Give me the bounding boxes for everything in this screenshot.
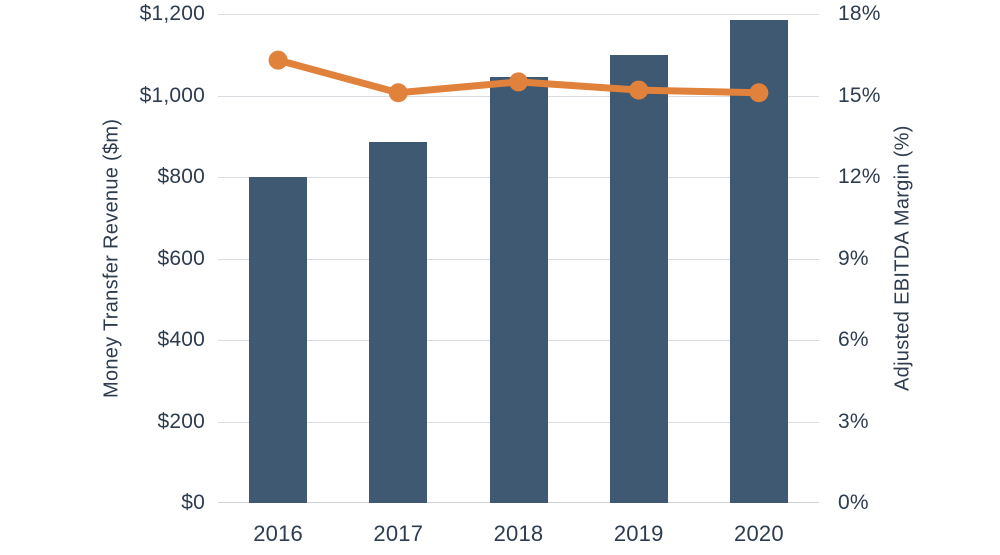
- x-axis-label-2020: 2020: [734, 521, 784, 546]
- x-axis-label-2017: 2017: [373, 521, 424, 546]
- x-axis-labels: 2016 2017 2018 2019 2020: [218, 521, 819, 551]
- right-axis-tick: 6%: [838, 328, 869, 351]
- left-axis-tick: $400: [157, 328, 205, 351]
- left-axis-tick: $600: [157, 246, 205, 270]
- right-axis-tick: 18%: [838, 2, 881, 25]
- left-axis-tick: $1,000: [139, 83, 205, 107]
- line-marker-2017: [388, 83, 408, 103]
- right-axis-tick: 15%: [838, 83, 881, 107]
- line-series: [268, 50, 769, 103]
- right-axis-tick: 12%: [838, 165, 881, 188]
- left-axis-tick: $0: [181, 491, 205, 514]
- left-axis-tick: $800: [157, 165, 205, 188]
- x-axis-label-2018: 2018: [493, 521, 544, 546]
- line-marker-2016: [268, 50, 288, 70]
- bar-2019: [609, 54, 668, 503]
- plot-area: [218, 14, 819, 503]
- bar-2017: [369, 142, 428, 503]
- right-axis-tick: 3%: [838, 409, 869, 433]
- x-axis-label-2016: 2016: [253, 521, 303, 546]
- right-axis-tick: 0%: [838, 491, 869, 514]
- line-marker-2019: [629, 80, 649, 100]
- line-marker-2020: [749, 83, 769, 103]
- left-axis-ticks: $0 $200 $400 $600 $800 $1,000 $1,200: [0, 2, 205, 514]
- bar-2016: [249, 177, 308, 503]
- left-axis-tick: $200: [157, 409, 205, 433]
- left-axis-tick: $1,200: [139, 2, 205, 25]
- gridline: [218, 14, 819, 15]
- bar-2018: [489, 77, 548, 503]
- line-marker-2018: [509, 72, 528, 92]
- x-axis-label-2019: 2019: [613, 521, 664, 546]
- right-axis-tick: 9%: [838, 246, 869, 270]
- right-axis-ticks: 0% 3% 6% 9% 12% 15% 18%: [838, 2, 928, 514]
